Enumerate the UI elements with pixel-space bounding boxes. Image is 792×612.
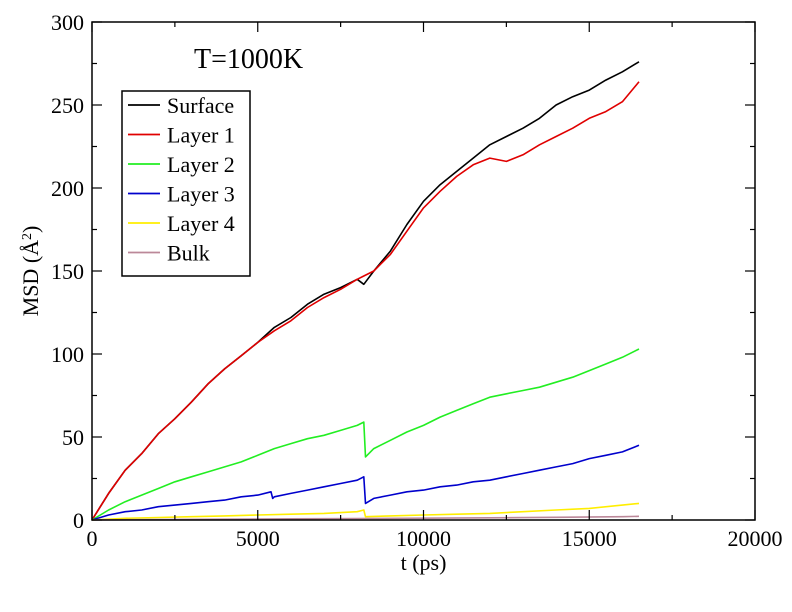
x-tick-label: 10000 <box>396 526 451 551</box>
legend-label-surface: Surface <box>167 93 234 118</box>
x-tick-label: 0 <box>87 526 98 551</box>
y-axis-label: MSD (Å2) <box>18 226 43 317</box>
legend-label-layer-3: Layer 3 <box>167 182 235 207</box>
y-axis-label-close: ) <box>18 226 43 233</box>
x-axis-label: t (ps) <box>401 550 447 575</box>
series-line-layer-3 <box>91 444 640 521</box>
legend-box <box>121 90 251 277</box>
legend-label-layer-1: Layer 1 <box>167 123 235 148</box>
y-axis-label-unit: Å <box>18 240 43 256</box>
ticks-layer: 0 5000 10000 15000 20000 0 50 100 150 200 250 300 <box>51 10 783 551</box>
y-axis-label-exponent: 2 <box>20 233 35 240</box>
y-tick-label: 0 <box>73 508 84 533</box>
temperature-annotation: T=1000K <box>194 44 303 75</box>
series-line-layer-2 <box>91 348 640 521</box>
labels-layer: t (ps) MSD (Å2) T=1000K <box>18 44 446 575</box>
legend: Surface Layer 1 Layer 2 Layer 3 Layer 4 Bulk <box>121 90 251 277</box>
y-tick-label: 250 <box>51 93 84 118</box>
y-tick-label: 300 <box>51 10 84 35</box>
legend-label-layer-2: Layer 2 <box>167 152 235 177</box>
x-tick-label: 20000 <box>728 526 783 551</box>
series-line-layer-4 <box>91 502 640 521</box>
x-tick-label: 15000 <box>562 526 617 551</box>
y-tick-label: 150 <box>51 259 84 284</box>
y-tick-label: 100 <box>51 342 84 367</box>
x-tick-label: 5000 <box>236 526 280 551</box>
series-line-layer-1 <box>91 81 640 521</box>
y-tick-label: 200 <box>51 176 84 201</box>
y-tick-label: 50 <box>62 425 84 450</box>
legend-label-bulk: Bulk <box>167 241 210 266</box>
legend-label-layer-4: Layer 4 <box>167 211 235 236</box>
y-axis-label-base: MSD ( <box>18 256 43 317</box>
